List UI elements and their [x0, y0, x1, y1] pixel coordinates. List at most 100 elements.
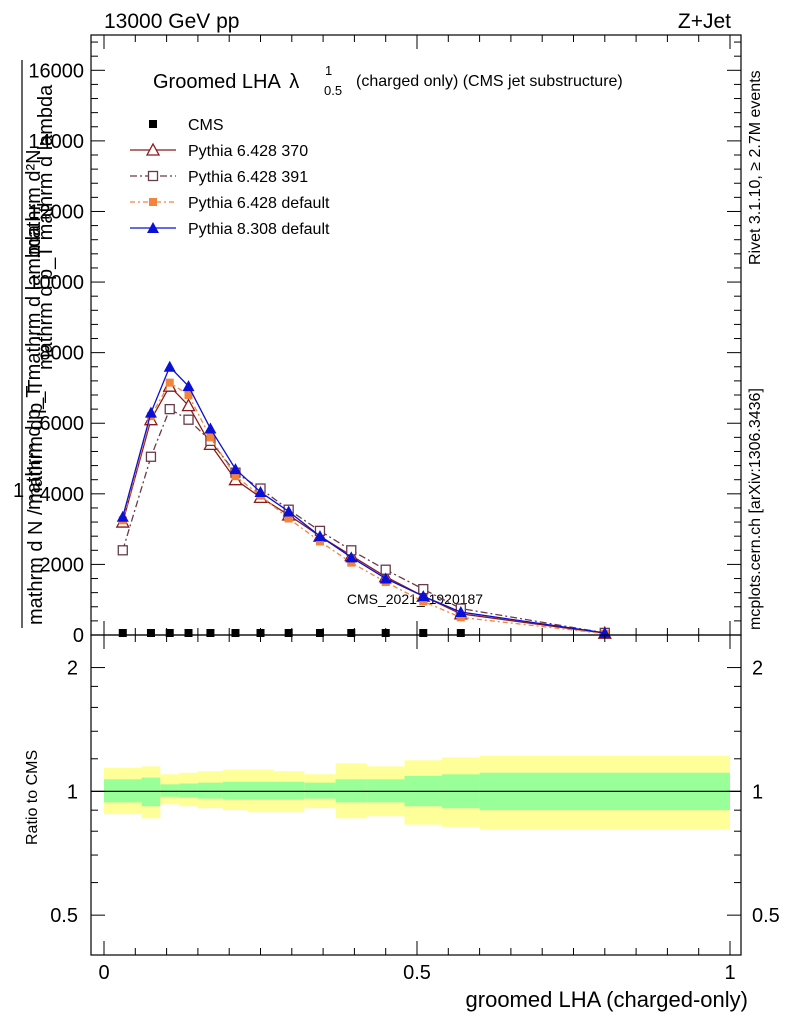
legend-marker-pythia-8-308-default — [147, 222, 159, 233]
legend-marker-pythia-6-428-default — [149, 198, 157, 206]
data-point-pythia-8-308-default — [116, 510, 129, 522]
y-axis-label: mathrm d²N mathrm d p_T mathrm d lambda … — [13, 60, 57, 628]
data-point-pythia-8-308-default — [163, 360, 176, 372]
ratio-inner-band — [247, 781, 274, 800]
watermark: CMS_2021_I1920187 — [347, 591, 483, 607]
title-rest: (charged only) (CMS jet substructure) — [356, 73, 623, 90]
ylabel-top: mathrm d²N — [23, 149, 45, 255]
legend-label-pythia-6-428-370: Pythia 6.428 370 — [188, 143, 308, 160]
y-tick-label: 14000 — [28, 131, 84, 153]
rivet-label: Rivet 3.1.10, ≥ 2.7M events — [747, 70, 764, 265]
data-point-cms — [206, 629, 215, 637]
ratio-inner-band — [304, 782, 336, 799]
data-point-cms — [381, 629, 390, 637]
process-label: Z+Jet — [678, 10, 731, 33]
ratio-panel: 0.5 0.5 1 1 2 2 0 0.5 1 Ratio to CMS groomed LHA… — [24, 634, 780, 1012]
y-tick-label: 10000 — [28, 272, 84, 294]
svg-text:Groomed LHA λ: Groomed LHA λ — [153, 71, 299, 93]
data-point-pythia-6-428-default — [184, 391, 193, 399]
data-point-pythia-8-308-default — [204, 422, 217, 434]
y-tick-label: 16000 — [28, 60, 84, 82]
legend-marker-cms — [149, 120, 157, 128]
plot-title: Groomed LHA λ 1 0.5 (charged only) (CMS … — [153, 63, 623, 98]
data-point-pythia-6-428-391 — [164, 403, 175, 415]
ratio-frame — [90, 634, 742, 956]
data-point-pythia-8-308-default — [454, 606, 467, 618]
y-tick-label: 8000 — [40, 343, 85, 365]
ratio-inner-band — [197, 782, 223, 799]
legend-label-pythia-6-428-default: Pythia 6.428 default — [188, 195, 330, 212]
series-line-pythia-6-428-default — [122, 381, 605, 635]
data-point-pythia-6-428-default — [419, 597, 428, 606]
title-lambda: λ — [289, 71, 299, 93]
data-point-pythia-6-428-default — [206, 433, 215, 442]
ratio-y-tick-label: 1 — [67, 781, 78, 803]
data-point-cms — [184, 629, 193, 637]
x-tick-label: 1 — [724, 962, 735, 984]
ratio-inner-band — [222, 781, 248, 800]
data-point-pythia-6-428-default — [231, 472, 240, 481]
data-point-pythia-8-308-default — [417, 590, 430, 602]
data-point-cms — [284, 629, 293, 637]
data-point-pythia-6-428-391 — [183, 414, 194, 425]
data-point-cms — [315, 629, 324, 637]
ratio-y-tick-label: 2 — [67, 658, 78, 680]
x-tick-label: 0.5 — [403, 962, 431, 984]
data-point-cms — [256, 629, 265, 637]
data-point-pythia-6-428-391 — [117, 545, 128, 556]
ylabel-bottom2: mathrm d p_T mathrm d lambda — [23, 224, 45, 510]
ratio-ylabel: Ratio to CMS — [24, 750, 41, 845]
legend-marker-pythia-6-428-370 — [145, 142, 161, 156]
data-point-pythia-8-308-default — [229, 463, 242, 475]
data-point-cms — [165, 629, 174, 637]
ylabel-num: 1 — [13, 480, 24, 502]
y-tick-label: 4000 — [40, 484, 85, 506]
y-tick-label: 2000 — [40, 554, 85, 576]
data-point-pythia-8-308-default — [254, 486, 267, 498]
legend: CMS Pythia 6.428 370 Pythia 6.428 391 Pythi… — [130, 117, 330, 238]
title-main: Groomed LHA — [153, 71, 281, 93]
data-point-pythia-8-308-default — [345, 551, 358, 563]
mcplots-label: mcplots.cern.ch [arXiv:1306.3436] — [747, 388, 764, 630]
data-point-pythia-6-428-default — [456, 613, 465, 622]
ratio-y-tick-label-right: 2 — [752, 658, 763, 680]
ratio-y-tick-label: 0.5 — [50, 905, 78, 927]
ratio-y-tick-label-right: 1 — [752, 781, 763, 803]
data-point-pythia-6-428-default — [165, 378, 174, 387]
data-point-cms — [118, 629, 127, 637]
x-tick-label: 0 — [98, 962, 109, 984]
legend-label-cms: CMS — [188, 117, 224, 134]
legend-label-pythia-6-428-391: Pythia 6.428 391 — [188, 169, 308, 186]
ylabel-top2: mathrm d p_T mathrm d lambda — [35, 84, 57, 370]
data-point-pythia-6-428-default — [284, 514, 293, 523]
energy-label: 13000 GeV pp — [104, 10, 239, 33]
data-point-pythia-6-428-391 — [145, 451, 157, 462]
data-point-pythia-8-308-default — [313, 530, 326, 542]
data-point-pythia-8-308-default — [282, 505, 295, 517]
data-point-cms — [231, 629, 240, 637]
y-tick-label: 6000 — [40, 413, 85, 435]
y-tick-label: 12000 — [28, 201, 84, 223]
legend-marker-pythia-6-428-391 — [147, 170, 159, 182]
title-sub: 0.5 — [324, 83, 342, 98]
data-point-pythia-6-428-default — [315, 537, 324, 546]
ratio-inner-band — [160, 784, 180, 797]
data-point-cms — [456, 629, 465, 637]
data-point-pythia-8-308-default — [182, 380, 195, 392]
x-axis-label: groomed LHA (charged-only) — [466, 987, 748, 1012]
ratio-inner-band — [273, 781, 305, 800]
data-point-pythia-8-308-default — [379, 572, 392, 584]
ratio-inner-band — [179, 783, 198, 798]
title-sup: 1 — [325, 63, 332, 78]
data-point-pythia-6-428-370 — [181, 398, 196, 412]
data-point-pythia-8-308-default — [144, 406, 157, 418]
data-point-cms — [347, 629, 356, 637]
main-panel: 0 2000 4000 6000 8000 10000 12000 14000 16000 CM… — [13, 34, 742, 647]
ylabel-bottom: mathrm d N / mathrm d p_T — [25, 379, 47, 625]
legend-label-pythia-8-308-default: Pythia 8.308 default — [188, 221, 330, 238]
data-point-cms — [419, 629, 428, 637]
y-tick-label: 0 — [73, 625, 84, 647]
data-point-pythia-6-428-default — [347, 558, 356, 567]
data-point-cms — [146, 629, 155, 637]
